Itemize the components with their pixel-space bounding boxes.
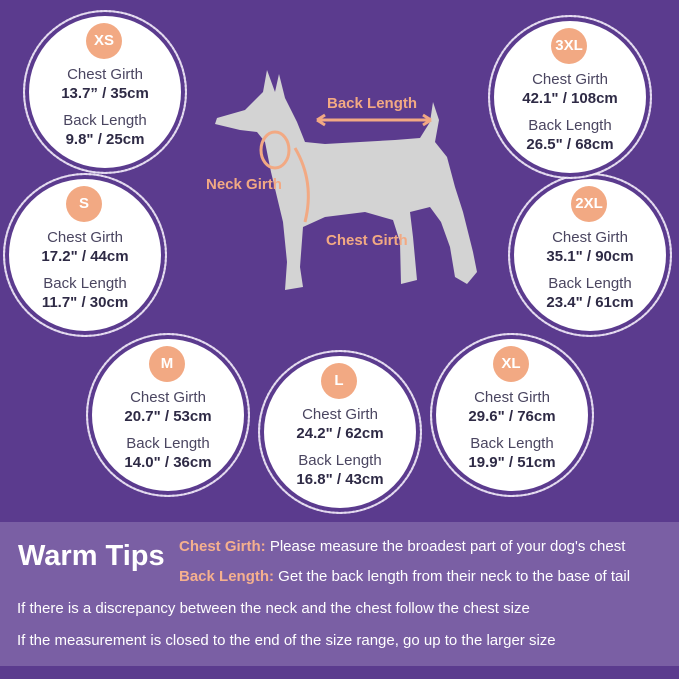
chest-girth-value: 24.2" / 62cm xyxy=(296,425,384,442)
size-badge: 3XL xyxy=(551,28,587,64)
back-length-value: 19.9" / 51cm xyxy=(468,454,556,471)
tip-back-length: Back Length: Get the back length from th… xyxy=(179,568,630,585)
back-length-value: 14.0" / 36cm xyxy=(124,454,212,471)
size-badge: XL xyxy=(493,346,529,382)
back-length-label: Back Length xyxy=(126,435,210,452)
warm-tips-panel: Warm Tips Chest Girth: Please measure th… xyxy=(0,522,679,666)
warm-tips-title: Warm Tips xyxy=(18,540,165,572)
back-length-label: Back Length xyxy=(298,452,382,469)
tip-chest-text: Please measure the broadest part of your… xyxy=(265,538,626,555)
chest-girth-label: Chest Girth xyxy=(326,232,408,249)
tip-chest-label: Chest Girth: xyxy=(179,538,266,555)
back-length-value: 9.8" / 25cm xyxy=(65,131,145,148)
size-circle-s: S Chest Girth 17.2" / 44cm Back Length 1… xyxy=(3,173,167,337)
chest-girth-label: Chest Girth xyxy=(302,406,378,423)
back-length-label: Back Length xyxy=(63,112,147,129)
back-length-label: Back Length xyxy=(470,435,554,452)
back-length-arrow xyxy=(316,113,432,127)
size-badge: L xyxy=(321,363,357,399)
chest-girth-value: 13.7” / 35cm xyxy=(61,85,149,102)
chest-girth-value: 42.1" / 108cm xyxy=(522,90,618,107)
chest-girth-ring xyxy=(293,147,310,223)
size-circle-xs: XS Chest Girth 13.7” / 35cm Back Length … xyxy=(23,10,187,174)
size-circle-m: M Chest Girth 20.7" / 53cm Back Length 1… xyxy=(86,333,250,497)
size-badge: XS xyxy=(86,23,122,59)
size-circle-l: L Chest Girth 24.2" / 62cm Back Length 1… xyxy=(258,350,422,514)
tip-range: If the measurement is closed to the end … xyxy=(17,632,556,649)
chest-girth-label: Chest Girth xyxy=(130,389,206,406)
tip-back-text: Get the back length from their neck to t… xyxy=(274,568,631,585)
tip-back-label: Back Length: xyxy=(179,568,275,585)
dog-silhouette xyxy=(215,70,477,290)
chest-girth-label: Chest Girth xyxy=(47,229,123,246)
neck-girth-ring xyxy=(259,130,291,170)
back-length-label: Back Length xyxy=(528,117,612,134)
size-circle-3xl: 3XL Chest Girth 42.1" / 108cm Back Lengt… xyxy=(488,15,652,179)
chest-girth-value: 17.2" / 44cm xyxy=(41,248,129,265)
tip-chest-girth: Chest Girth: Please measure the broadest… xyxy=(179,538,625,555)
back-length-value: 11.7" / 30cm xyxy=(41,294,129,311)
dog-diagram xyxy=(215,70,477,290)
chest-girth-value: 20.7" / 53cm xyxy=(124,408,212,425)
chest-girth-value: 29.6" / 76cm xyxy=(468,408,556,425)
size-badge: M xyxy=(149,346,185,382)
back-length-value: 23.4" / 61cm xyxy=(546,294,634,311)
size-circle-2xl: 2XL Chest Girth 35.1" / 90cm Back Length… xyxy=(508,173,672,337)
chest-girth-label: Chest Girth xyxy=(552,229,628,246)
size-circle-xl: XL Chest Girth 29.6" / 76cm Back Length … xyxy=(430,333,594,497)
back-length-value: 16.8" / 43cm xyxy=(296,471,384,488)
size-badge: S xyxy=(66,186,102,222)
back-length-label: Back Length xyxy=(43,275,127,292)
back-length-label: Back Length xyxy=(327,95,418,112)
chest-girth-label: Chest Girth xyxy=(474,389,550,406)
chest-girth-label: Chest Girth xyxy=(532,71,608,88)
chest-girth-value: 35.1" / 90cm xyxy=(546,248,634,265)
neck-girth-label: Neck Girth xyxy=(206,176,282,193)
chest-girth-label: Chest Girth xyxy=(67,66,143,83)
tip-discrepancy: If there is a discrepancy between the ne… xyxy=(17,600,530,617)
back-length-label: Back Length xyxy=(548,275,632,292)
size-badge: 2XL xyxy=(571,186,607,222)
back-length-value: 26.5" / 68cm xyxy=(526,136,614,153)
